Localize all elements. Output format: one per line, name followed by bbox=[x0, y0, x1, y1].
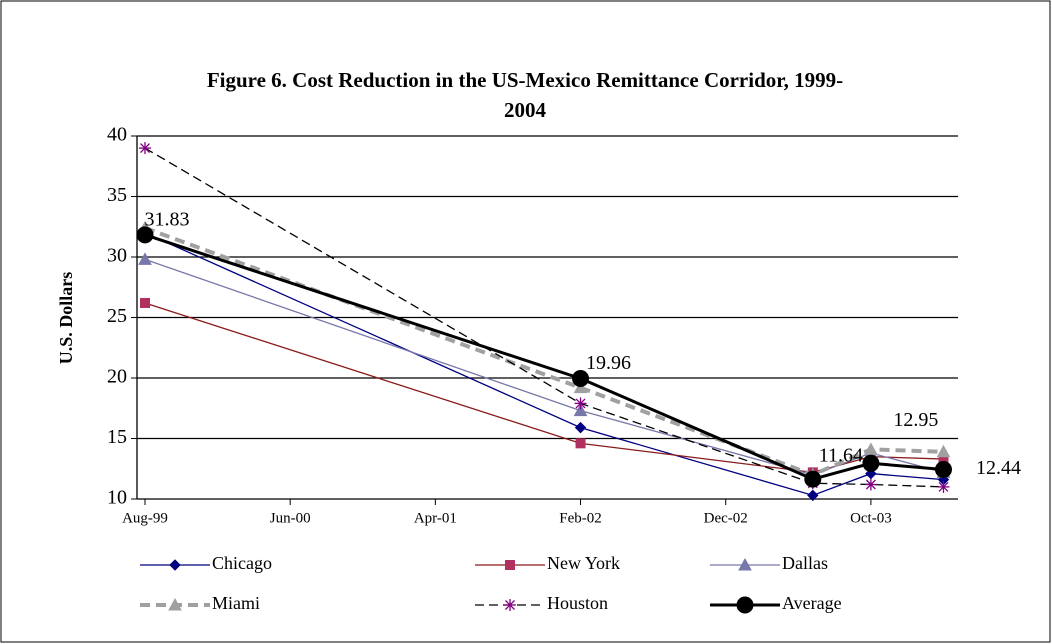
legend-label: New York bbox=[547, 553, 620, 573]
marker bbox=[140, 297, 150, 308]
marker-stroke bbox=[865, 479, 876, 490]
marker bbox=[864, 442, 878, 455]
marker-stroke bbox=[140, 143, 150, 154]
marker-stroke bbox=[505, 600, 515, 610]
marker bbox=[505, 560, 515, 570]
legend-item: Miami bbox=[140, 593, 260, 613]
data-label: 12.44 bbox=[976, 457, 1021, 479]
data-label: 11.64 bbox=[819, 445, 863, 467]
legend-label: Chicago bbox=[212, 553, 272, 573]
marker bbox=[572, 369, 590, 387]
marker bbox=[574, 397, 587, 410]
legend-item: Average bbox=[710, 593, 842, 614]
x-tick-label: Aug-99 bbox=[122, 510, 168, 526]
legend-label: Dallas bbox=[782, 553, 828, 573]
marker bbox=[138, 252, 152, 265]
marker bbox=[862, 454, 880, 472]
x-tick-label: Feb-02 bbox=[559, 510, 602, 526]
marker bbox=[504, 599, 516, 611]
data-label: 19.96 bbox=[586, 352, 631, 374]
legend-item: Dallas bbox=[710, 553, 828, 573]
x-tick-label: Jun-00 bbox=[270, 510, 311, 526]
marker bbox=[936, 444, 951, 458]
marker bbox=[169, 559, 181, 571]
marker-stroke bbox=[575, 398, 586, 409]
marker bbox=[573, 403, 588, 417]
marker bbox=[736, 596, 754, 614]
y-tick-label: 15 bbox=[107, 426, 127, 448]
y-tick-label: 40 bbox=[107, 124, 127, 146]
marker bbox=[937, 480, 950, 493]
data-label: 31.83 bbox=[145, 208, 190, 230]
marker bbox=[934, 460, 952, 478]
marker bbox=[804, 470, 822, 488]
marker bbox=[574, 421, 587, 434]
y-tick-label: 30 bbox=[107, 245, 127, 267]
legend-label: Average bbox=[782, 593, 842, 613]
marker bbox=[738, 557, 752, 571]
marker bbox=[168, 597, 182, 611]
marker bbox=[139, 142, 151, 155]
x-tick-label: Dec-02 bbox=[704, 510, 748, 526]
marker-stroke bbox=[938, 481, 949, 492]
legend-item: Chicago bbox=[140, 553, 272, 573]
x-tick-label: Oct-03 bbox=[850, 510, 892, 526]
y-tick-label: 20 bbox=[107, 366, 127, 388]
marker bbox=[136, 226, 154, 244]
marker bbox=[573, 380, 588, 394]
y-tick-label: 35 bbox=[107, 184, 127, 206]
chart-title: Figure 6. Cost Reduction in the US-Mexic… bbox=[207, 68, 843, 122]
marker bbox=[864, 478, 877, 491]
legend-item: Houston bbox=[475, 593, 608, 613]
marker bbox=[807, 489, 819, 502]
marker bbox=[575, 438, 586, 449]
legend-label: Miami bbox=[212, 593, 260, 613]
legend-label: Houston bbox=[547, 593, 608, 613]
y-axis-label: U.S. Dollars bbox=[56, 272, 76, 365]
y-tick-label: 10 bbox=[107, 487, 127, 509]
data-label: 12.95 bbox=[893, 409, 938, 431]
legend-item: New York bbox=[475, 553, 620, 573]
x-tick-label: Apr-01 bbox=[414, 510, 457, 526]
y-tick-label: 25 bbox=[107, 305, 127, 327]
